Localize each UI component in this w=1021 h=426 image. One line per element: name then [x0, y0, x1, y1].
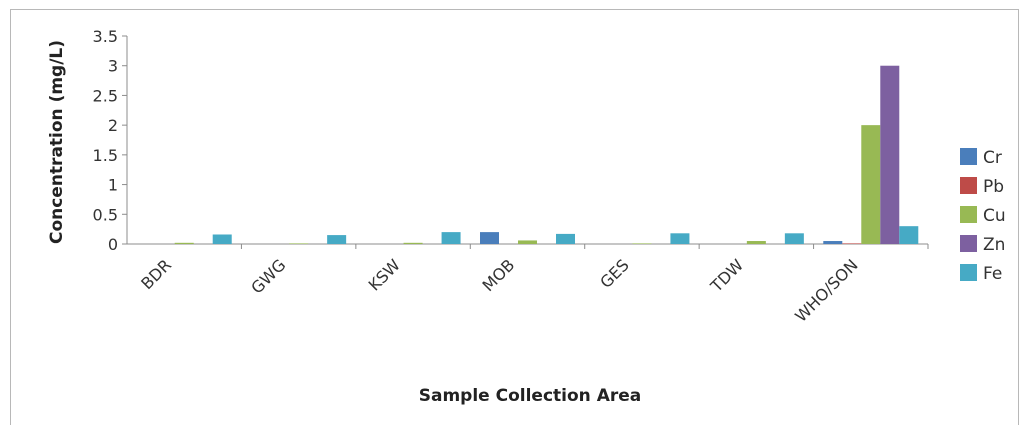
- bar-cr: [823, 241, 843, 244]
- bar-fe: [784, 233, 804, 244]
- bar-cu: [518, 240, 537, 244]
- y-tick-label: 3.5: [93, 27, 118, 46]
- legend-swatch-cu: [960, 206, 977, 223]
- y-tick-label: 3: [108, 57, 118, 76]
- bar-cu: [632, 243, 652, 244]
- bar-pb: [842, 243, 862, 244]
- bar-fe: [556, 233, 575, 244]
- legend-label-pb: Pb: [983, 177, 1004, 197]
- legend-label-fe: Fe: [983, 264, 1002, 284]
- bar-fe: [899, 226, 919, 244]
- bar-fe: [670, 233, 690, 244]
- y-tick-label: 2: [108, 116, 118, 135]
- y-tick-label: 2.5: [93, 86, 118, 105]
- bar-fe: [327, 235, 347, 244]
- bar-cu: [174, 242, 194, 244]
- legend-swatch-cr: [960, 148, 977, 165]
- legend-swatch-zn: [960, 235, 977, 252]
- legend-swatch-pb: [960, 177, 977, 194]
- bar-cu: [289, 243, 309, 244]
- x-tick-label: BDR: [137, 255, 175, 293]
- plot-area: [126, 36, 928, 245]
- bar-fe: [441, 232, 461, 244]
- chart-frame: [10, 9, 1019, 425]
- x-tick-label: GES: [596, 255, 633, 292]
- x-axis-title: Sample Collection Area: [419, 386, 642, 406]
- bar-series: [174, 65, 919, 244]
- legend-label-zn: Zn: [983, 235, 1005, 255]
- y-axis-title: Concentration (mg/L): [47, 40, 67, 244]
- x-tick-label: WHO/SON: [791, 255, 861, 325]
- y-tick-label: 1.5: [93, 146, 118, 165]
- bar-cr: [480, 232, 499, 244]
- x-tick-label: MOB: [478, 255, 518, 295]
- y-tick-label: 0: [108, 235, 118, 254]
- bar-cu: [746, 241, 766, 244]
- x-tick-label: GWG: [247, 255, 289, 297]
- legend-swatch-fe: [960, 264, 977, 281]
- x-axis-ticks: BDR GWG KSW MOB GES TDW WHO/SON: [137, 244, 929, 326]
- x-tick-label: KSW: [365, 255, 404, 294]
- x-tick-label: TDW: [706, 255, 747, 296]
- legend-label-cu: Cu: [983, 206, 1006, 226]
- bar-fe: [212, 234, 232, 244]
- bar-cu: [403, 242, 423, 244]
- legend-label-cr: Cr: [983, 148, 1002, 168]
- legend: Cr Pb Cu Zn Fe: [960, 148, 1006, 284]
- y-axis-ticks: 0 0.5 1 1.5 2 2.5 3 3.5: [93, 27, 127, 254]
- y-tick-label: 1: [108, 176, 118, 195]
- bar-cu: [861, 125, 881, 244]
- y-tick-label: 0.5: [93, 205, 118, 224]
- bar-zn: [880, 65, 900, 244]
